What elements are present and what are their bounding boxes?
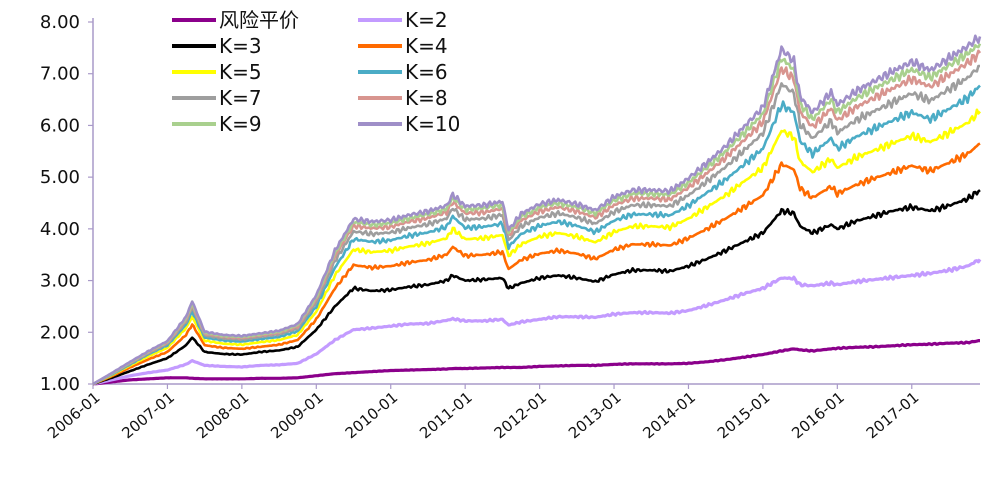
legend-label: 风险平价 <box>219 8 299 32</box>
series-line <box>92 34 982 386</box>
y-tick-label: 6.00 <box>40 115 80 136</box>
x-tick-label: 2009-01 <box>267 388 327 442</box>
y-tick-label: 2.00 <box>40 322 80 343</box>
series-line <box>92 258 982 386</box>
x-tick-label: 2008-01 <box>193 388 253 442</box>
x-tick-label: 2006-01 <box>44 388 104 442</box>
legend-label: K=4 <box>405 34 448 58</box>
x-tick-label: 2015-01 <box>714 388 774 442</box>
legend-label: K=8 <box>405 86 448 110</box>
series-line <box>92 64 980 386</box>
legend-label: K=10 <box>405 112 460 136</box>
x-tick-label: 2017-01 <box>863 388 923 442</box>
y-tick-label: 3.00 <box>40 271 80 292</box>
series-line <box>92 142 981 386</box>
x-tick-label: 2010-01 <box>342 388 402 442</box>
y-tick-label: 7.00 <box>40 64 80 85</box>
y-tick-label: 4.00 <box>40 219 80 240</box>
series-line <box>92 84 981 386</box>
legend-label: K=6 <box>405 60 448 84</box>
legend-label: K=5 <box>219 60 262 84</box>
legend-label: K=9 <box>219 112 262 136</box>
legend-label: K=2 <box>405 8 448 32</box>
series-line <box>92 189 981 386</box>
x-tick-label: 2011-01 <box>416 388 476 442</box>
x-tick-label: 2014-01 <box>639 388 699 442</box>
legend-label: K=3 <box>219 34 262 58</box>
series-line <box>92 339 981 386</box>
y-tick-label: 1.00 <box>40 374 80 395</box>
legend: 风险平价 K=2 K=3 K=4 K=5 K=6 K=7 K=8 K=9 K=10 <box>172 8 460 136</box>
y-tick-label: 5.00 <box>40 167 80 188</box>
series-lines <box>92 34 982 386</box>
x-tick-label: 2016-01 <box>788 388 848 442</box>
y-tick-label: 8.00 <box>40 12 80 33</box>
x-tick-label: 2012-01 <box>491 388 551 442</box>
x-tick-label: 2007-01 <box>118 388 178 442</box>
legend-label: K=7 <box>219 86 262 110</box>
series-line <box>92 108 981 386</box>
x-tick-label: 2013-01 <box>565 388 625 442</box>
